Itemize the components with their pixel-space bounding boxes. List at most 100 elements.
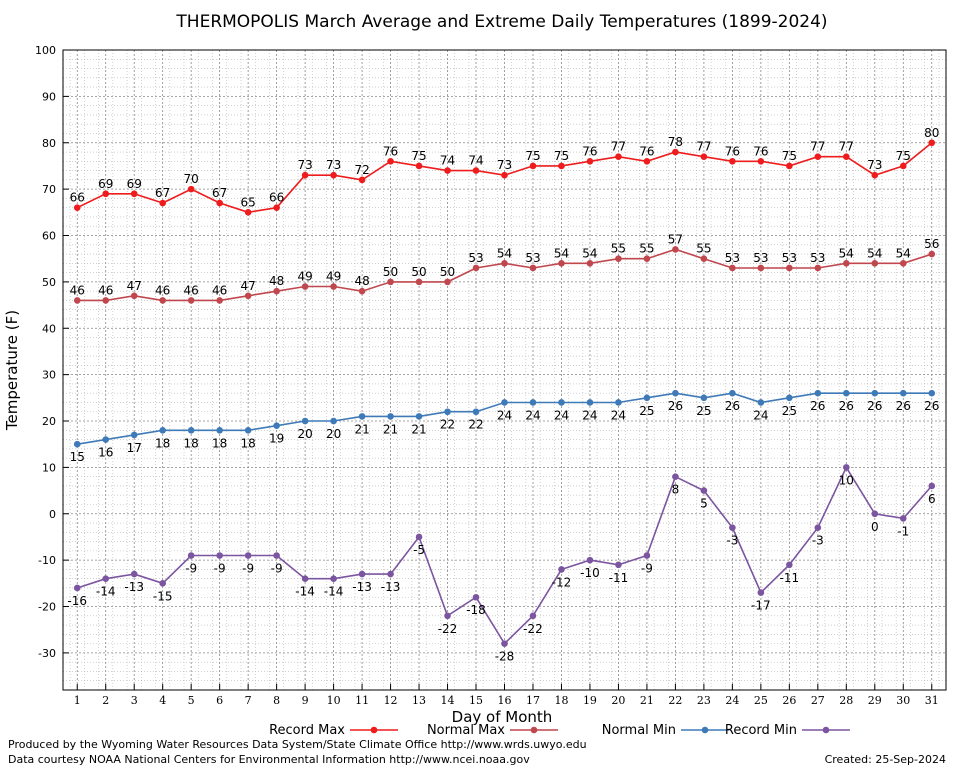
data-point xyxy=(586,399,594,406)
data-point xyxy=(757,399,765,406)
x-tick-label: 22 xyxy=(668,694,682,707)
data-label: 24 xyxy=(611,408,626,422)
data-point xyxy=(501,399,508,406)
data-point xyxy=(700,153,708,160)
legend-marker xyxy=(822,726,830,734)
legend-marker xyxy=(530,726,538,734)
data-label: 66 xyxy=(269,191,284,205)
data-label: 76 xyxy=(725,144,740,158)
y-tick-label: 90 xyxy=(42,90,56,103)
y-tick-label: 100 xyxy=(35,44,56,57)
data-point xyxy=(814,264,822,272)
x-tick-label: 27 xyxy=(811,694,825,707)
data-label: 75 xyxy=(782,149,797,163)
data-point xyxy=(273,204,280,211)
data-label: 77 xyxy=(696,140,711,154)
data-label: 21 xyxy=(383,422,398,436)
data-label: 26 xyxy=(924,399,939,413)
data-label: 50 xyxy=(411,265,426,279)
y-axis-label: Temperature (F) xyxy=(3,310,21,431)
data-point xyxy=(415,162,423,170)
data-point xyxy=(899,260,907,267)
data-point xyxy=(501,171,508,179)
data-label: -28 xyxy=(495,650,515,664)
data-label: 17 xyxy=(127,441,142,455)
data-label: 73 xyxy=(326,158,341,172)
data-point xyxy=(244,209,252,216)
data-label: 46 xyxy=(184,283,199,297)
data-point xyxy=(301,283,309,290)
data-point xyxy=(786,394,793,402)
data-point xyxy=(529,399,537,406)
x-tick-label: 21 xyxy=(640,694,654,707)
data-point xyxy=(244,292,252,300)
x-tick-label: 31 xyxy=(925,694,939,707)
x-tick-label: 3 xyxy=(131,694,138,707)
data-point xyxy=(159,580,166,587)
data-label: 76 xyxy=(753,144,768,158)
data-label: 21 xyxy=(411,422,426,436)
y-tick-label: 30 xyxy=(42,369,56,382)
data-label: 73 xyxy=(867,158,882,172)
data-point xyxy=(814,389,822,397)
data-point xyxy=(358,413,366,420)
data-point xyxy=(187,426,195,434)
x-tick-label: 28 xyxy=(839,694,853,707)
x-tick-label: 19 xyxy=(583,694,597,707)
data-label: 48 xyxy=(354,274,369,288)
data-label: 26 xyxy=(810,399,825,413)
y-tick-label: 80 xyxy=(42,137,56,150)
data-point xyxy=(729,264,736,272)
data-point xyxy=(301,417,309,425)
data-point xyxy=(187,297,195,304)
chart-title: THERMOPOLIS March Average and Extreme Da… xyxy=(175,12,827,32)
data-point xyxy=(871,389,879,397)
x-tick-label: 12 xyxy=(384,694,398,707)
data-point xyxy=(244,552,252,559)
data-point xyxy=(729,524,736,531)
data-point xyxy=(216,199,223,207)
data-label: 24 xyxy=(525,408,540,422)
legend-marker xyxy=(370,726,378,734)
data-point xyxy=(358,570,366,578)
data-label: 69 xyxy=(127,177,142,191)
data-label: 15 xyxy=(70,450,85,464)
data-point xyxy=(273,552,280,559)
data-label: 18 xyxy=(212,436,227,450)
data-label: 18 xyxy=(155,436,170,450)
data-point xyxy=(643,552,651,559)
data-label: 16 xyxy=(98,446,113,460)
data-point xyxy=(558,260,565,267)
data-label: -13 xyxy=(352,580,372,594)
data-point xyxy=(216,297,223,304)
x-tick-label: 9 xyxy=(302,694,309,707)
data-point xyxy=(444,612,451,620)
data-label: 47 xyxy=(127,279,142,293)
data-point xyxy=(358,176,366,184)
x-axis-label: Day of Month xyxy=(452,708,553,726)
data-label: -13 xyxy=(124,580,144,594)
data-label: -9 xyxy=(242,562,254,576)
data-label: 54 xyxy=(896,246,911,260)
data-label: 75 xyxy=(554,149,569,163)
data-label: 55 xyxy=(611,242,626,256)
x-tick-label: 1 xyxy=(74,694,81,707)
data-point xyxy=(786,162,793,170)
data-label: 24 xyxy=(497,408,512,422)
data-point xyxy=(358,287,366,295)
data-label: 21 xyxy=(354,422,369,436)
data-point xyxy=(558,566,565,573)
data-label: 24 xyxy=(554,408,569,422)
data-point xyxy=(529,264,537,272)
data-label: 26 xyxy=(839,399,854,413)
data-label: 75 xyxy=(525,149,540,163)
x-tick-label: 20 xyxy=(611,694,625,707)
x-tick-label: 26 xyxy=(782,694,796,707)
data-point xyxy=(472,408,480,416)
data-label: 70 xyxy=(184,172,199,186)
data-point xyxy=(843,153,850,160)
data-point xyxy=(899,162,907,170)
data-label: 53 xyxy=(525,251,540,265)
data-point xyxy=(672,473,679,480)
